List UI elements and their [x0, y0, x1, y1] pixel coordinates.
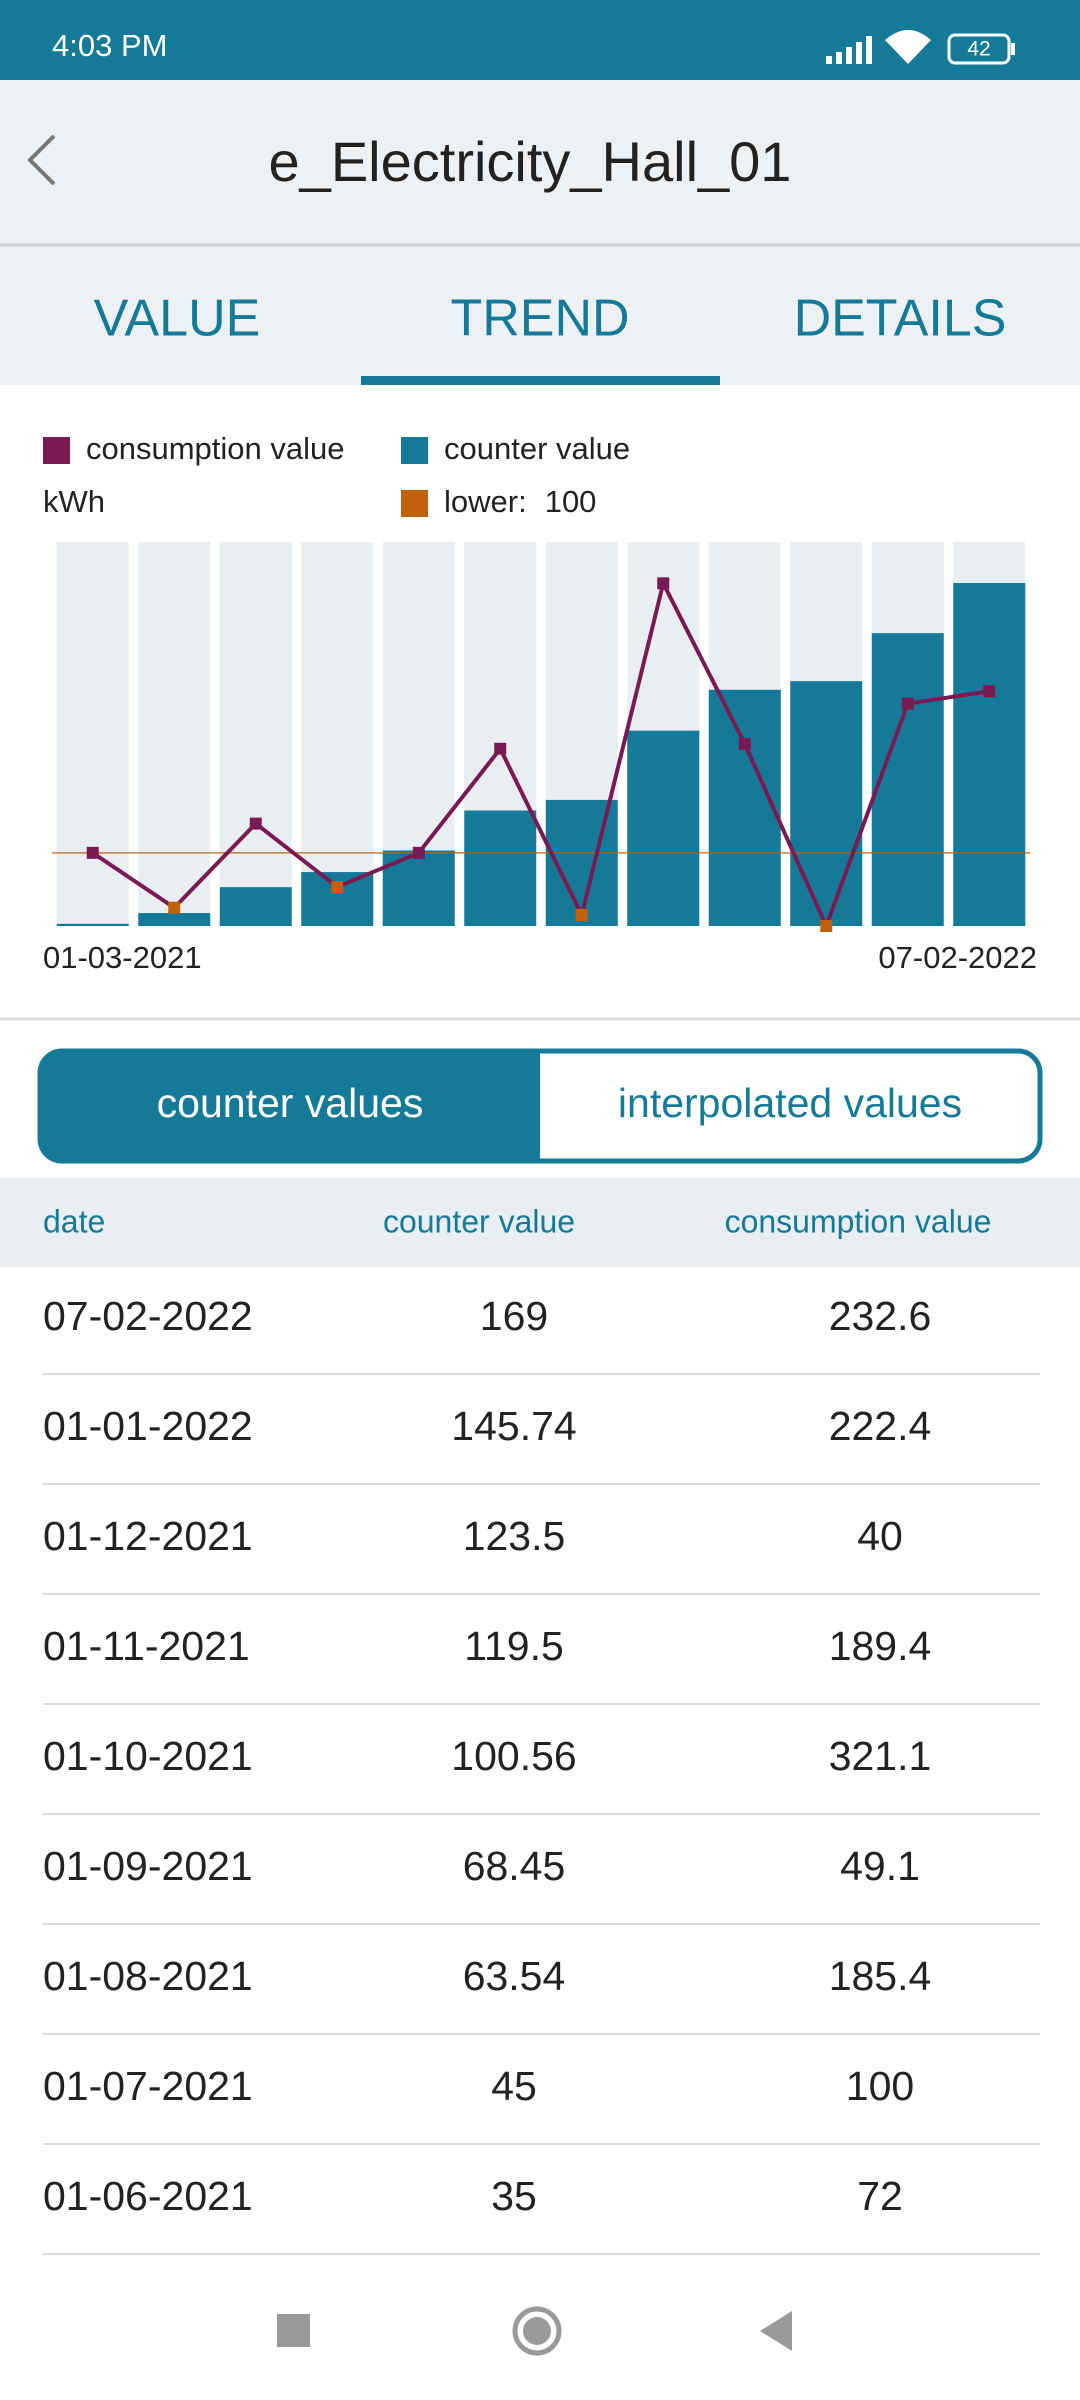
legend-label: counter value [444, 431, 630, 466]
table-cell: 01-12-2021 [43, 1513, 253, 1559]
battery-level: 42 [967, 38, 990, 61]
threshold-label: lower: 100 [444, 484, 596, 519]
table-cell: 01-01-2022 [43, 1403, 253, 1449]
table-cell: 01-09-2021 [43, 1843, 253, 1889]
table-cell: 01-08-2021 [43, 1953, 253, 1999]
column-header: date [43, 1203, 105, 1239]
line-point [738, 737, 751, 750]
signal-icon [826, 36, 872, 64]
column-header: counter value [383, 1203, 575, 1239]
table-cell: 01-11-2021 [43, 1623, 250, 1669]
legend-swatch [401, 437, 428, 464]
table-cell: 123.5 [463, 1513, 566, 1559]
table-cell: 49.1 [840, 1843, 920, 1889]
bar [138, 913, 211, 926]
table-cell: 07-02-2022 [43, 1293, 253, 1339]
header [0, 80, 1080, 385]
bar [301, 872, 374, 926]
table-cell: 185.4 [829, 1953, 932, 1999]
x-tick-label: 07-02-2022 [878, 940, 1037, 975]
bar [871, 633, 944, 926]
toggle-selected[interactable] [40, 1051, 540, 1161]
nav-back[interactable] [760, 2311, 792, 2351]
table-cell: 232.6 [829, 1293, 932, 1339]
bar-background [138, 542, 211, 926]
line-point [86, 846, 99, 859]
tab[interactable]: TREND [450, 290, 629, 348]
toggle-option[interactable]: counter values [157, 1080, 424, 1126]
nav-recents[interactable] [277, 2314, 310, 2347]
legend-swatch [401, 490, 428, 517]
line [91, 577, 990, 932]
line-point [657, 577, 670, 590]
line-point [820, 920, 833, 932]
table-cell: 189.4 [829, 1623, 932, 1669]
table-cell: 222.4 [829, 1403, 932, 1449]
bar [953, 582, 1026, 926]
table-cell: 01-07-2021 [43, 2063, 253, 2109]
nav-home[interactable] [512, 2306, 562, 2356]
table-cell: 68.45 [463, 1843, 566, 1889]
line-point [168, 901, 181, 914]
bar-background [56, 542, 129, 926]
page-title: e_Electricity_Hall_01 [269, 130, 792, 193]
line-point [249, 817, 262, 830]
toggle-option[interactable]: interpolated values [618, 1080, 962, 1126]
tab[interactable]: VALUE [94, 290, 261, 348]
bar [464, 810, 537, 926]
line-point [575, 908, 588, 921]
wifi-icon [885, 30, 931, 64]
bar [708, 689, 781, 926]
table-cell: 35 [491, 2173, 537, 2219]
battery-icon [947, 33, 1011, 65]
bar [790, 681, 863, 926]
bar [56, 923, 129, 926]
table-cell: 40 [857, 1513, 903, 1559]
back-button[interactable] [27, 134, 56, 186]
legend-label: consumption value [86, 431, 345, 466]
tab[interactable]: DETAILS [794, 290, 1007, 348]
bar-background [301, 542, 374, 926]
table-cell: 145.74 [451, 1403, 576, 1449]
table-cell: 321.1 [829, 1733, 932, 1779]
bar [219, 887, 292, 926]
table-cell: 01-06-2021 [43, 2173, 253, 2219]
threshold-value: 100 [545, 484, 597, 519]
status-time: 4:03 PM [52, 28, 167, 63]
table-cell: 100 [846, 2063, 914, 2109]
tab-indicator [361, 376, 720, 385]
table-cell: 45 [491, 2063, 537, 2109]
table-cell: 01-10-2021 [43, 1733, 253, 1779]
table-header [0, 1178, 1080, 1267]
table-cell: 100.56 [451, 1733, 576, 1779]
bar-background [219, 542, 292, 926]
line-point [331, 880, 344, 893]
unit-label: kWh [43, 484, 105, 519]
battery-tip [1011, 43, 1015, 55]
x-tick-label: 01-03-2021 [43, 940, 202, 975]
table-cell: 119.5 [464, 1623, 564, 1669]
line-point [494, 742, 507, 755]
line-point [983, 685, 996, 698]
line-point [412, 846, 425, 859]
line-point [901, 697, 914, 710]
column-header: consumption value [725, 1203, 992, 1239]
table-cell: 72 [857, 2173, 903, 2219]
table-cell: 63.54 [463, 1953, 566, 1999]
nav-home-dot [523, 2317, 551, 2345]
threshold-name: lower: [444, 484, 527, 519]
legend-swatch [43, 437, 70, 464]
bar [627, 730, 700, 926]
table-cell: 169 [480, 1293, 548, 1339]
